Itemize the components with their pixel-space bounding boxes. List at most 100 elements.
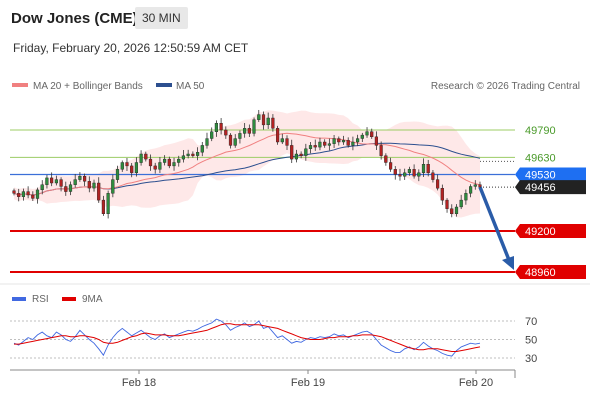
candle-body [257, 114, 261, 120]
candle-body [186, 153, 190, 156]
candle-body [26, 191, 30, 196]
ma50-legend-swatch [156, 83, 172, 87]
candle-body [327, 143, 331, 146]
candle-body [308, 145, 313, 149]
candle-body [17, 193, 21, 197]
ma50-legend-label: MA 50 [176, 81, 205, 92]
candle-body [426, 163, 430, 173]
candle-body [464, 193, 468, 201]
level-tag-48960 [515, 265, 586, 279]
level-label-49530: 49530 [525, 169, 556, 181]
level-tag-49200 [515, 223, 586, 238]
candle-body [379, 145, 383, 156]
level-tag-49530 [515, 167, 586, 182]
candle-body [450, 208, 454, 214]
candle-body [181, 155, 185, 160]
candle-body [252, 119, 256, 134]
candle-body [459, 199, 463, 208]
candle-body [280, 138, 284, 143]
candle-body [191, 153, 195, 156]
candle-body [384, 155, 388, 163]
candle-body [360, 134, 364, 139]
x-tick-label: Feb 19 [291, 377, 325, 389]
candle-body [101, 199, 105, 215]
candle-body [271, 117, 275, 129]
level-label-48960: 48960 [525, 267, 556, 279]
datetime-label: Friday, February 20, 2026 12:50:59 AM CE… [13, 41, 249, 55]
candle-body [332, 138, 336, 144]
rsi-level-label-70: 70 [525, 316, 537, 328]
candle-body [195, 151, 200, 156]
level-label-49630: 49630 [525, 152, 556, 164]
candle-body [290, 145, 294, 160]
candle-body [313, 145, 317, 148]
candle-body [177, 158, 181, 163]
candle-body [87, 181, 91, 189]
candle-body [299, 153, 303, 156]
candle-body [172, 162, 176, 167]
candle-body [285, 138, 289, 146]
ma20-legend-label: MA 20 + Bollinger Bands [33, 81, 143, 92]
forecast-arrow-head [502, 256, 514, 270]
candle-body [120, 162, 124, 170]
forecast-arrow-shaft [478, 186, 511, 261]
candle-body [148, 158, 153, 167]
candle-body [35, 189, 40, 199]
candle-body [21, 191, 25, 197]
price-levels [10, 129, 515, 273]
candle-body [144, 153, 148, 160]
candle-body [214, 122, 218, 132]
candle-body [210, 131, 214, 139]
current-price-label: 49456 [525, 182, 556, 194]
candle-body [242, 128, 247, 134]
bollinger-bands [14, 110, 480, 218]
candle-body [130, 165, 134, 173]
candle-body [247, 128, 251, 134]
candle-body [111, 179, 115, 194]
level-tags: 49790 49630 49530 49200 48960 49456 [480, 125, 586, 279]
candle-body [139, 153, 143, 163]
candle-body [59, 179, 63, 187]
candle-body [261, 114, 266, 126]
candle-body [12, 190, 16, 194]
timeframe-badge[interactable]: 30 MIN [135, 7, 188, 29]
candle-body [440, 187, 444, 201]
candle-body [266, 117, 270, 126]
candle-body [407, 169, 411, 173]
candle-body [78, 175, 82, 180]
candle-body [233, 138, 237, 146]
x-tick-label: Feb 20 [459, 377, 493, 389]
candle-body [64, 186, 68, 192]
rsi-level-label-30: 30 [525, 353, 537, 365]
candle-body [431, 172, 435, 180]
rsi-legend-swatch [12, 297, 26, 301]
candle-body [445, 199, 449, 209]
candle-body [351, 141, 355, 146]
candle-body [54, 179, 58, 184]
candle-body [219, 122, 223, 131]
candle-body [412, 169, 416, 177]
candle-body [454, 206, 459, 215]
candle-body [346, 140, 350, 146]
candle-body [68, 184, 73, 192]
candle-body [50, 177, 54, 184]
candle-body [393, 169, 397, 175]
x-tick-label: Feb 18 [122, 377, 156, 389]
candle-body [205, 138, 209, 146]
rsi-panel: 70 50 30 [10, 316, 537, 365]
candle-body [40, 184, 44, 190]
candle-body [45, 177, 49, 185]
candle-body [417, 172, 421, 177]
candle-body [134, 162, 138, 174]
credit-label: Research © 2026 Trading Central [431, 81, 580, 92]
candle-body [294, 153, 298, 160]
candle-body [341, 140, 346, 143]
candle-body [398, 174, 402, 177]
candle-body [403, 172, 407, 177]
bollinger-band-area [14, 110, 480, 218]
candle-body [323, 141, 327, 146]
candle-body [276, 128, 280, 143]
x-axis: Feb 18 Feb 19 Feb 20 [10, 369, 516, 389]
